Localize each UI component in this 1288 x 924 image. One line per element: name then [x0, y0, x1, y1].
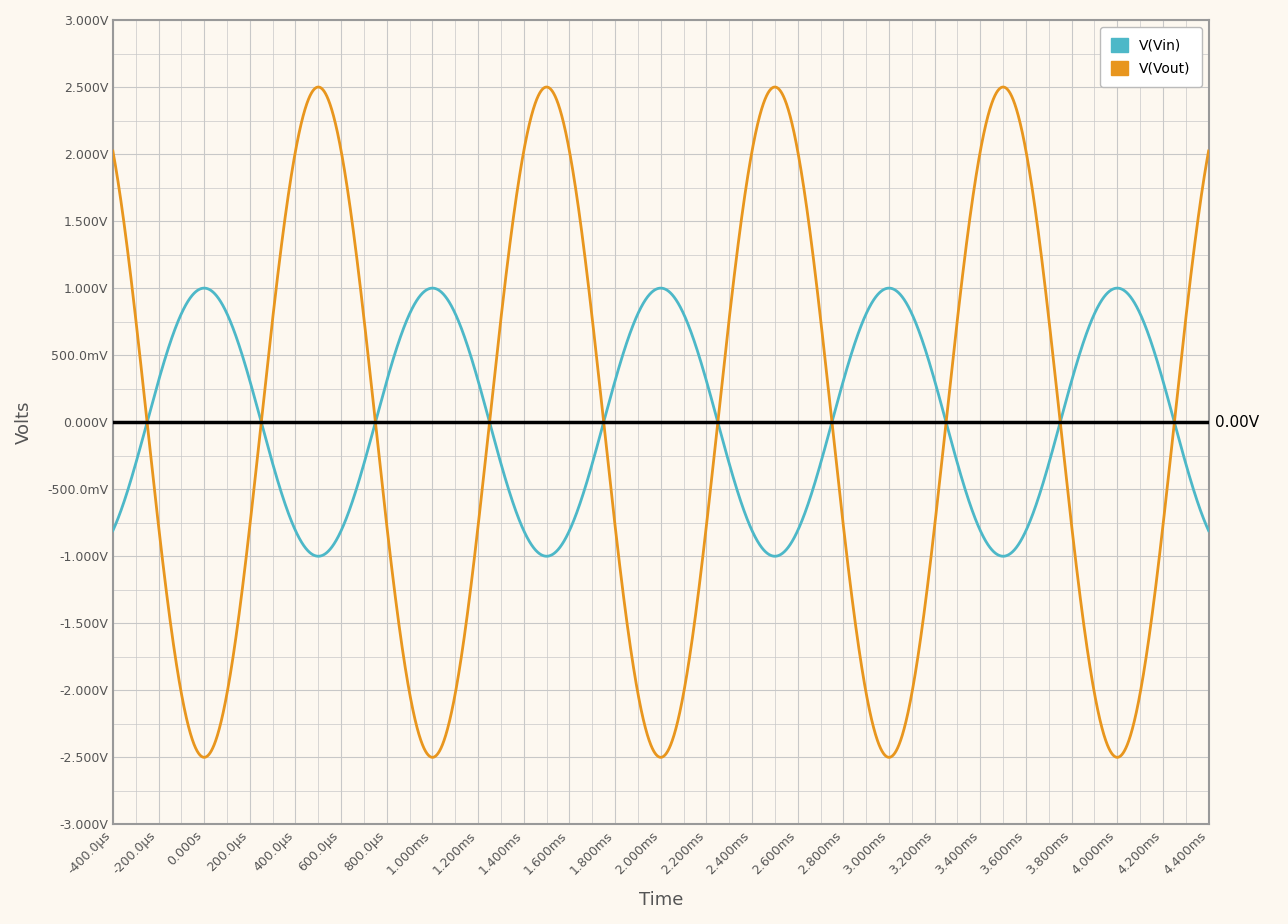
- V(Vin): [809, 472, 824, 483]
- Legend: V(Vin), V(Vout): V(Vin), V(Vout): [1100, 27, 1202, 87]
- V(Vout): [379, 513, 394, 524]
- Line: V(Vin): V(Vin): [113, 288, 1208, 556]
- V(Vin): [1130, 303, 1145, 314]
- V(Vin): [768, 551, 783, 562]
- X-axis label: Time: Time: [639, 891, 683, 909]
- V(Vin): [379, 378, 394, 389]
- Y-axis label: Volts: Volts: [15, 400, 33, 444]
- V(Vout): [1130, 700, 1145, 711]
- V(Vout): [809, 277, 824, 288]
- V(Vin): [106, 525, 121, 536]
- V(Vout): [1200, 145, 1216, 156]
- V(Vout): [768, 81, 783, 92]
- V(Vin): [310, 551, 326, 562]
- Line: V(Vout): V(Vout): [113, 87, 1208, 758]
- V(Vin): [1200, 525, 1216, 536]
- V(Vout): [425, 752, 440, 763]
- V(Vin): [890, 286, 905, 298]
- V(Vout): [310, 81, 326, 92]
- V(Vout): [106, 145, 121, 156]
- V(Vin): [425, 283, 440, 294]
- V(Vout): [890, 743, 905, 754]
- Text: 0.00V: 0.00V: [1215, 415, 1260, 430]
- V(Vout): [623, 647, 639, 658]
- V(Vin): [623, 324, 639, 335]
